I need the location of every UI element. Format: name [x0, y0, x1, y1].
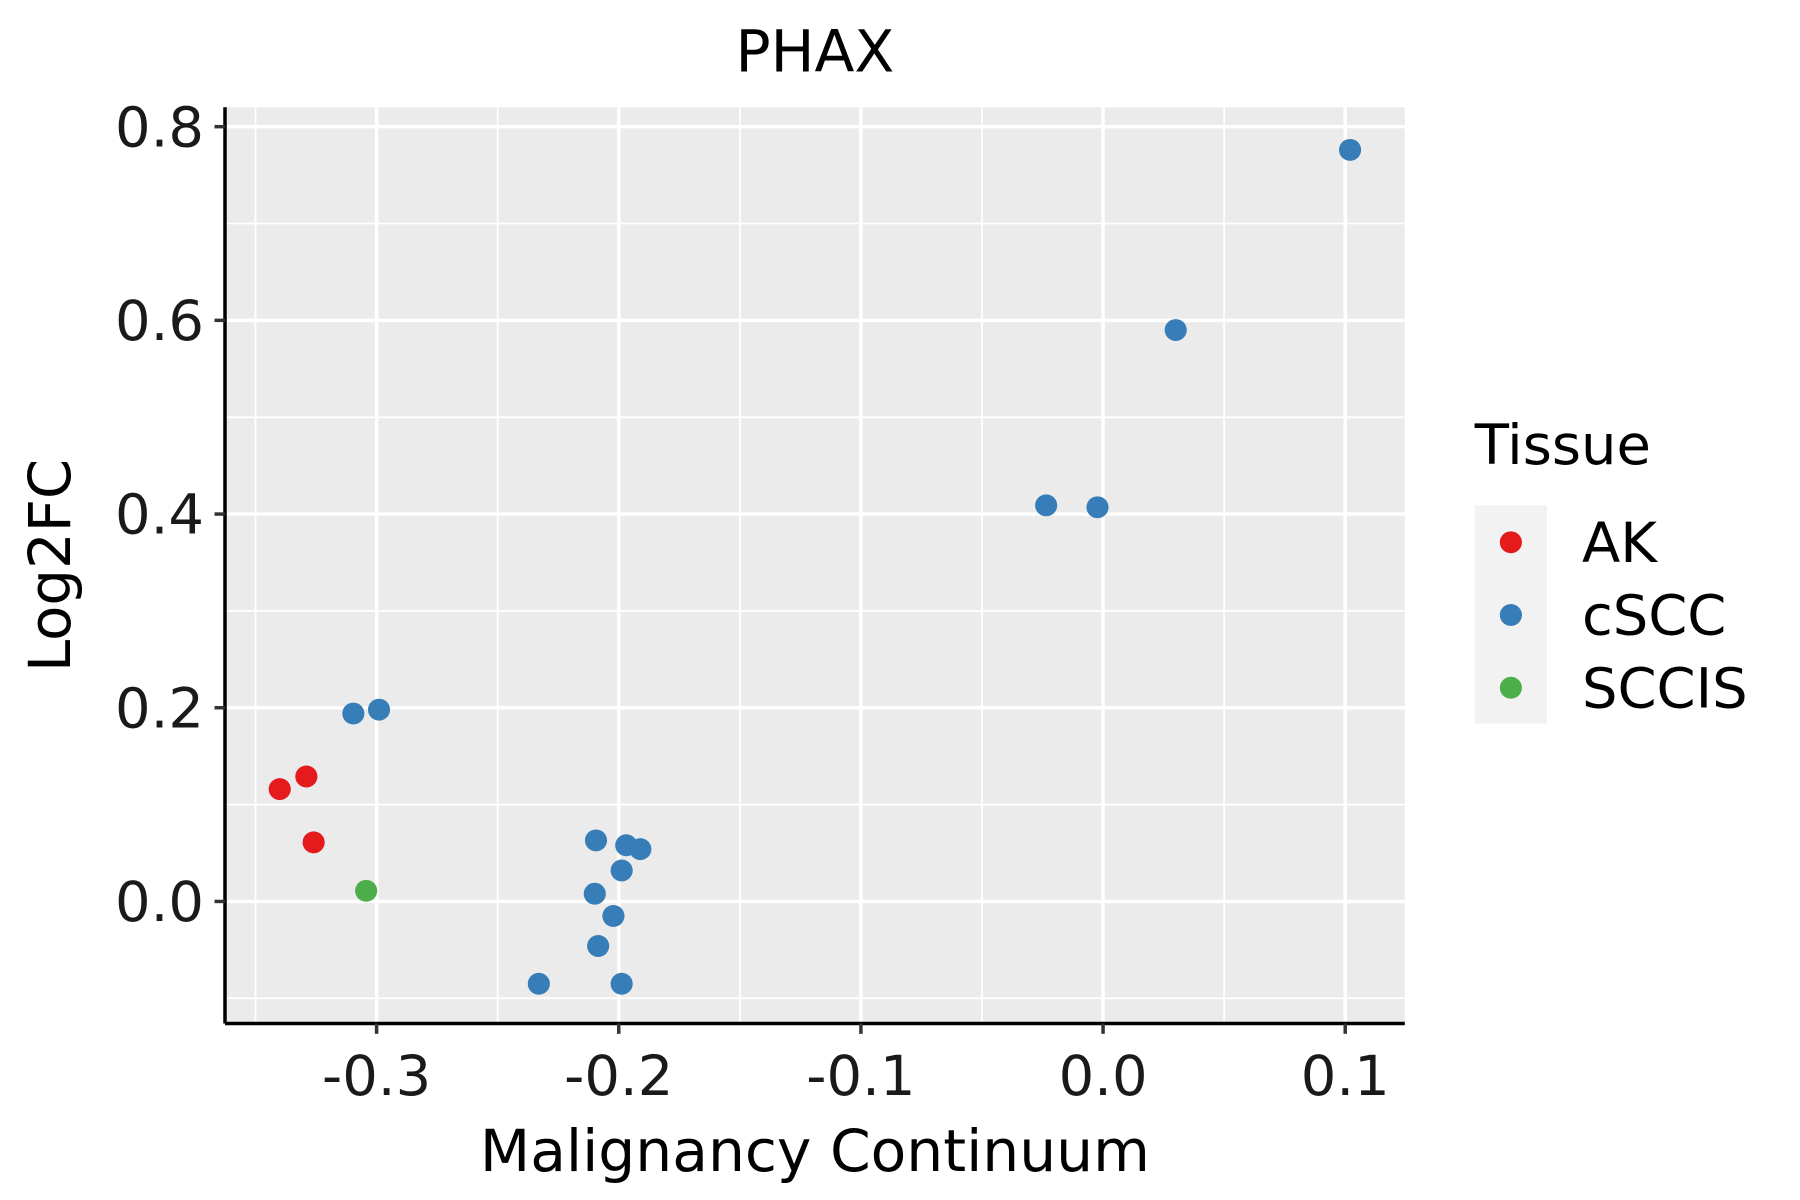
data-point-cscc — [1164, 319, 1187, 342]
axis-ticks: -0.3 -0.2 -0.1 0.0 0.1 0.0 0.2 0.4 0.6 0.8 — [115, 96, 1390, 1109]
x-tick-label: -0.1 — [806, 1044, 915, 1109]
legend-label-cscc: cSCC — [1582, 584, 1726, 649]
data-point-cscc — [610, 859, 633, 882]
data-point-cscc — [342, 702, 365, 725]
y-tick-label: 0.2 — [115, 677, 204, 742]
y-axis-label: Log2FC — [16, 459, 84, 672]
data-point-cscc — [583, 882, 606, 905]
legend-title: Tissue — [1474, 413, 1651, 478]
data-point-cscc — [610, 972, 633, 995]
x-tick-label: 0.1 — [1301, 1044, 1390, 1109]
legend-label-ak: AK — [1582, 511, 1658, 576]
y-tick-label: 0.6 — [115, 289, 204, 354]
legend: AK cSCC SCCIS — [1499, 511, 1748, 722]
x-tick-label: 0.0 — [1059, 1044, 1148, 1109]
data-point-sccis — [355, 879, 378, 902]
data-point-cscc — [602, 905, 625, 927]
y-tick-label: 0.4 — [115, 483, 204, 548]
x-tick-label: -0.3 — [322, 1044, 431, 1109]
data-point-cscc — [1035, 494, 1058, 517]
gridlines — [224, 107, 1405, 1024]
data-points — [268, 138, 1362, 995]
legend-label-sccis: SCCIS — [1582, 657, 1748, 722]
legend-marker-sccis — [1499, 676, 1522, 699]
y-tick-label: 0.0 — [115, 870, 204, 935]
x-axis-label: Malignancy Continuum — [480, 1117, 1150, 1185]
data-point-ak — [302, 831, 325, 854]
x-tick-label: -0.2 — [564, 1044, 673, 1109]
chart-title: PHAX — [736, 18, 895, 86]
y-tick-label: 0.8 — [115, 96, 204, 161]
data-point-cscc — [527, 972, 550, 995]
legend-marker-ak — [1499, 531, 1522, 554]
plot-panel — [225, 107, 1405, 1024]
data-point-cscc — [584, 829, 608, 852]
data-point-cscc — [367, 698, 391, 721]
data-point-cscc — [1086, 496, 1109, 519]
data-point-cscc — [629, 838, 652, 861]
data-point-ak — [295, 765, 318, 788]
legend-marker-cscc — [1499, 604, 1522, 626]
data-point-cscc — [587, 935, 610, 957]
data-point-cscc — [1338, 138, 1362, 161]
data-point-ak — [268, 778, 291, 801]
